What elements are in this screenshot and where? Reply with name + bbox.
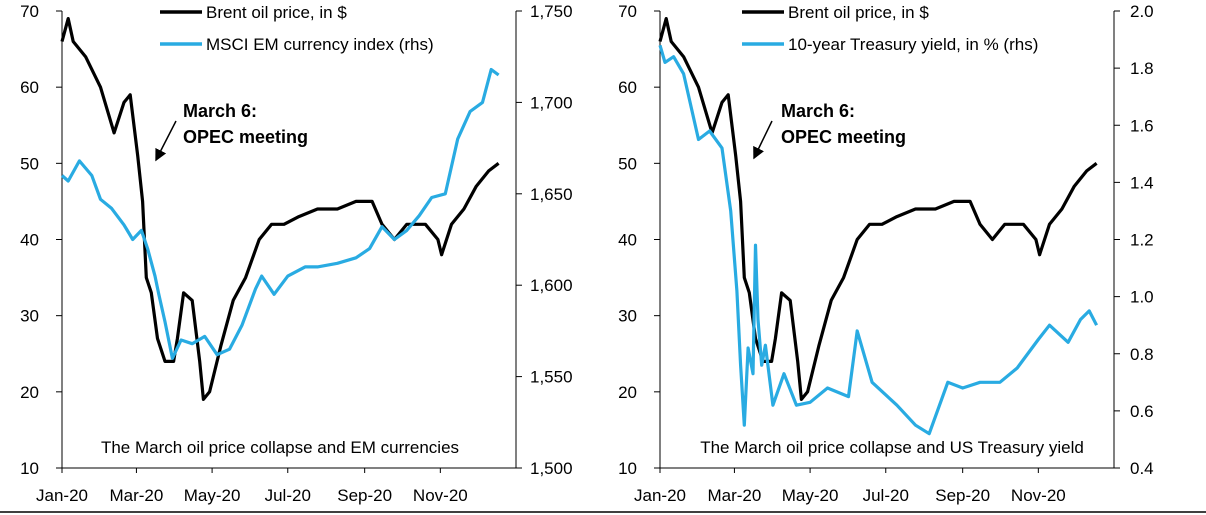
chart-panel-treasury-yield: 10 20 30 40 50 60 70 0.4 0.6 0.8 1.0 1.2 1.4 1.6 1.8 2.… <box>618 2 1154 505</box>
chart-caption: The March oil price collapse and EM curr… <box>101 438 459 457</box>
series-line-rhs <box>60 67 500 360</box>
left-tick-label: 50 <box>20 154 39 173</box>
right-tick-label: 1,500 <box>530 459 573 478</box>
annotation-text: OPEC meeting <box>781 127 906 147</box>
left-tick-label: 40 <box>20 231 39 250</box>
right-tick-label: 1,750 <box>530 2 573 21</box>
annotation-text: March 6: <box>183 101 257 121</box>
left-tick-label: 20 <box>618 383 637 402</box>
annotation-text: March 6: <box>781 101 855 121</box>
x-tick-label: Nov-20 <box>413 486 468 505</box>
x-tick-label: Sep-20 <box>935 486 990 505</box>
series-line-brent-oil <box>658 17 1098 401</box>
right-tick-label: 2.0 <box>1130 2 1154 21</box>
right-tick-label: 1.6 <box>1130 116 1154 135</box>
left-tick-label: 60 <box>618 78 637 97</box>
right-tick-label: 1.8 <box>1130 59 1154 78</box>
legend-label: Brent oil price, in $ <box>788 3 929 22</box>
x-tick-label: Jul-20 <box>265 486 311 505</box>
left-tick-label: 20 <box>20 383 39 402</box>
left-tick-label: 40 <box>618 231 637 250</box>
left-tick-label: 10 <box>20 459 39 478</box>
right-tick-label: 1.0 <box>1130 288 1154 307</box>
annotation-text: OPEC meeting <box>183 127 308 147</box>
x-tick-label: May-20 <box>184 486 241 505</box>
right-tick-label: 1,650 <box>530 185 573 204</box>
legend-label: 10-year Treasury yield, in % (rhs) <box>788 35 1038 54</box>
right-tick-label: 1,550 <box>530 368 573 387</box>
x-tick-label: Jul-20 <box>863 486 909 505</box>
series-line-rhs <box>658 44 1099 436</box>
left-tick-label: 50 <box>618 154 637 173</box>
chart-caption: The March oil price collapse and US Trea… <box>700 438 1084 457</box>
right-tick-label: 1.4 <box>1130 173 1154 192</box>
left-tick-label: 30 <box>618 307 637 326</box>
series-line-brent-oil <box>60 17 500 401</box>
x-tick-label: Jan-20 <box>36 486 88 505</box>
right-tick-label: 0.4 <box>1130 459 1154 478</box>
left-tick-label: 70 <box>20 2 39 21</box>
x-tick-label: May-20 <box>782 486 839 505</box>
left-tick-label: 30 <box>20 307 39 326</box>
x-tick-label: Sep-20 <box>337 486 392 505</box>
x-tick-label: Jan-20 <box>634 486 686 505</box>
right-tick-label: 0.8 <box>1130 345 1154 364</box>
x-tick-label: Mar-20 <box>109 486 163 505</box>
x-tick-label: Mar-20 <box>707 486 761 505</box>
annotation-arrow <box>155 120 177 162</box>
right-tick-label: 1,700 <box>530 93 573 112</box>
annotation-arrow <box>753 120 773 160</box>
right-tick-label: 1.2 <box>1130 231 1154 250</box>
left-tick-label: 10 <box>618 459 637 478</box>
right-tick-label: 0.6 <box>1130 402 1154 421</box>
chart-panel-em-currencies: 10 20 30 40 50 60 70 1,500 1,550 1,600 1,650 1,700 1… <box>20 2 572 505</box>
right-tick-label: 1,600 <box>530 276 573 295</box>
legend-label: MSCI EM currency index (rhs) <box>206 35 434 54</box>
left-tick-label: 70 <box>618 2 637 21</box>
left-tick-label: 60 <box>20 78 39 97</box>
legend-label: Brent oil price, in $ <box>206 3 347 22</box>
x-tick-label: Nov-20 <box>1011 486 1066 505</box>
